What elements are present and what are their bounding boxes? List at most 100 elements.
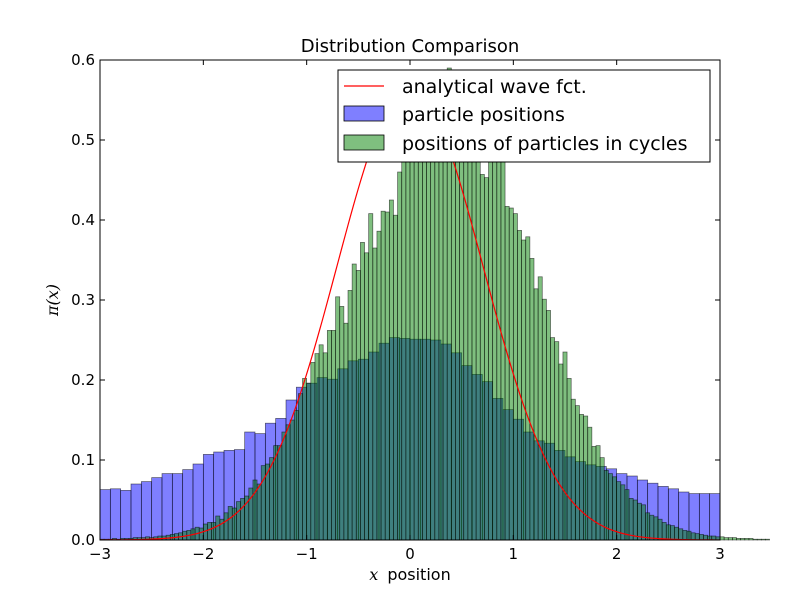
cycle-positions-bar-141 — [682, 530, 688, 541]
cycle-positions-bar-81 — [434, 97, 440, 541]
cycle-positions-bar-99 — [508, 207, 514, 541]
particle-positions-bar-0 — [99, 489, 111, 541]
y-tick-label: 0.0 — [71, 531, 95, 549]
cycle-positions-bar-102 — [521, 239, 527, 541]
cycle-positions-bar-52 — [314, 353, 320, 541]
cycle-positions-bar-33 — [236, 501, 241, 541]
cycle-positions-bar-49 — [302, 378, 308, 541]
cycle-positions-bar-24 — [198, 527, 204, 541]
cycle-positions-bar-117 — [583, 415, 589, 541]
cycle-positions-bar-145 — [698, 534, 704, 541]
cycle-positions-bar-101 — [517, 230, 522, 541]
cycle-positions-bar-130 — [636, 502, 642, 541]
cycle-positions-bar-143 — [690, 532, 696, 541]
cycle-positions-bar-118 — [587, 426, 593, 541]
cycle-positions-bar-59 — [343, 322, 349, 541]
cycle-positions-bar-122 — [603, 470, 609, 541]
cycle-positions-bar-66 — [372, 247, 378, 541]
cycle-positions-bar-60 — [347, 290, 353, 541]
cycle-positions-bar-54 — [322, 352, 328, 541]
y-tick-label: 0.2 — [71, 371, 95, 389]
cycle-positions-bar-103 — [525, 236, 531, 541]
cycle-positions-bar-31 — [227, 506, 233, 541]
cycle-positions-bar-28 — [215, 515, 221, 541]
legend-label-particles: particle positions — [402, 104, 565, 126]
cycle-positions-bar-132 — [645, 512, 651, 541]
cycle-positions-bar-157 — [748, 538, 754, 541]
cycle-positions-bar-37 — [252, 479, 258, 541]
cycle-positions-bar-86 — [455, 138, 460, 541]
cycle-positions-bar-65 — [368, 213, 374, 541]
legend-label-wave: analytical wave fct. — [402, 76, 587, 98]
cycle-positions-bar-41 — [269, 457, 274, 541]
cycle-positions-bar-71 — [393, 214, 398, 541]
cycle-positions-bar-94 — [488, 150, 494, 541]
cycle-positions-bar-155 — [740, 538, 746, 541]
cycle-positions-bar-137 — [665, 524, 671, 541]
cycle-positions-bar-106 — [537, 276, 543, 541]
cycle-positions-bar-82 — [438, 131, 444, 541]
cycle-positions-bar-136 — [661, 522, 667, 541]
cycle-positions-bar-57 — [335, 296, 341, 541]
cycle-positions-bar-113 — [566, 378, 572, 541]
cycle-positions-bar-87 — [459, 111, 465, 541]
x-tick-label: 1 — [509, 545, 519, 563]
cycle-positions-bar-74 — [405, 147, 411, 541]
particle-positions-bar-59 — [709, 493, 721, 541]
cycle-positions-bar-131 — [641, 504, 646, 541]
cycle-positions-bar-56 — [331, 330, 336, 541]
x-axis-label-math: x — [369, 565, 378, 584]
cycle-positions-bar-68 — [380, 210, 386, 541]
cycle-positions-bar-27 — [211, 522, 217, 541]
particle-positions-bar-5 — [151, 477, 163, 541]
x-tick-label: 2 — [612, 545, 622, 563]
cycle-positions-bar-154 — [736, 538, 742, 541]
cycle-positions-bar-30 — [223, 512, 229, 541]
legend-box — [337, 69, 711, 163]
particle-positions-bar-7 — [171, 473, 184, 541]
cycle-positions-bar-45 — [285, 424, 291, 541]
cycle-positions-bar-135 — [657, 518, 663, 541]
cycle-positions-bar-92 — [479, 174, 485, 541]
cycle-positions-bar-107 — [541, 298, 547, 541]
cycle-positions-bar-160 — [760, 538, 766, 541]
cycle-positions-bar-44 — [281, 431, 287, 541]
cycle-positions-bar-78 — [422, 114, 427, 541]
x-tick-label: −3 — [89, 545, 111, 563]
cycle-positions-bar-70 — [388, 199, 394, 541]
cycle-positions-bar-63 — [360, 242, 365, 541]
x-tick-label: 0 — [405, 545, 415, 563]
cycle-positions-bar-46 — [289, 419, 295, 541]
cycle-positions-bar-58 — [339, 306, 345, 541]
cycle-positions-bar-156 — [744, 538, 750, 541]
cycle-positions-bar-129 — [632, 499, 638, 541]
cycle-positions-bar-79 — [426, 135, 432, 541]
legend-label-cycles: positions of particles in cycles — [402, 133, 688, 155]
cycle-positions-bar-69 — [384, 211, 390, 541]
particle-positions-bar-58 — [698, 493, 711, 541]
cycle-positions-bar-138 — [670, 525, 675, 541]
cycle-positions-bar-108 — [546, 310, 551, 541]
x-axis-label-text: position — [387, 565, 450, 584]
cycle-positions-bar-142 — [686, 530, 692, 541]
cycle-positions-bar-98 — [504, 206, 510, 541]
particle-positions-bar-2 — [120, 490, 132, 541]
cycle-positions-bar-93 — [484, 177, 489, 541]
cycle-positions-bar-73 — [401, 161, 407, 541]
x-tick-label: 3 — [715, 545, 725, 563]
cycle-positions-bar-62 — [355, 270, 361, 541]
cycle-positions-bar-139 — [674, 526, 680, 541]
legend-green-swatch — [343, 134, 385, 151]
y-tick-label: 0.6 — [71, 51, 95, 69]
cycle-positions-bar-121 — [599, 457, 605, 541]
cycle-positions-bar-67 — [376, 230, 382, 541]
cycle-positions-bar-77 — [417, 99, 423, 541]
cycle-positions-bar-61 — [351, 263, 357, 541]
cycle-positions-bar-96 — [496, 135, 502, 541]
legend: analytical wave fct. particle positions … — [337, 69, 711, 163]
particle-positions-bar-3 — [130, 483, 142, 541]
cycle-positions-bar-34 — [240, 498, 246, 541]
cycle-positions-bar-111 — [558, 363, 564, 541]
cycle-positions-bar-140 — [678, 528, 684, 541]
y-tick-label: 0.5 — [71, 131, 95, 149]
